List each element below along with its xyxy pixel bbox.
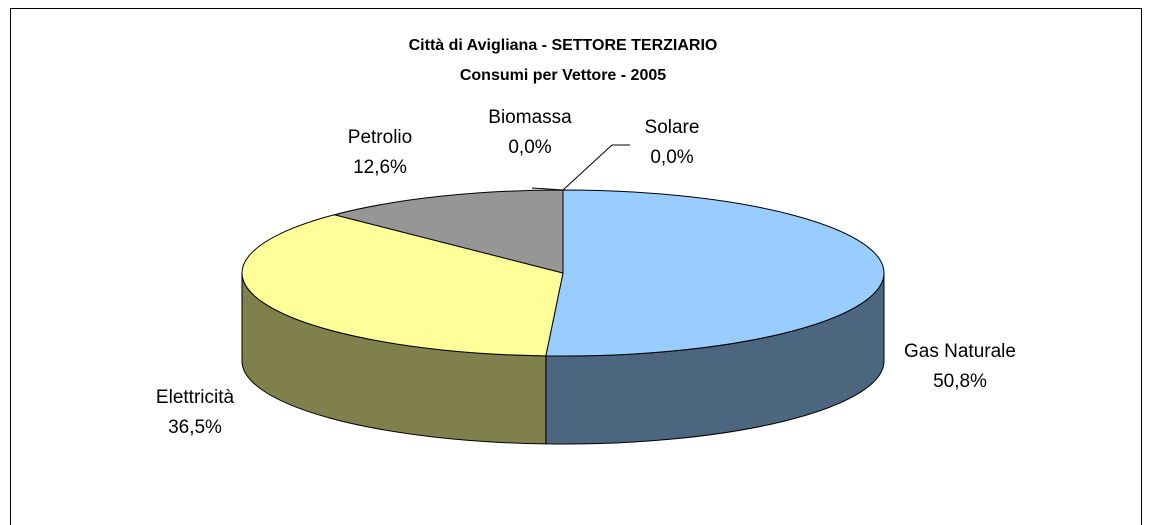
slice-value-label: 0,0% (508, 137, 551, 158)
chart-title: Città di Avigliana - SETTORE TERZIARIO (409, 37, 718, 54)
slice-value-label: 36,5% (168, 417, 222, 438)
slice (332, 189, 564, 274)
slice (545, 189, 885, 357)
slice-value-label: 50,8% (933, 371, 987, 392)
slice-label: Gas Naturale (904, 341, 1016, 362)
slice-label: Petrolio (348, 127, 412, 148)
slice (241, 214, 564, 357)
slice-label: Biomassa (488, 107, 572, 128)
chart-subtitle: Consumi per Vettore - 2005 (460, 67, 666, 84)
slice-value-label: 0,0% (650, 147, 693, 168)
slice-value-label: 12,6% (353, 157, 407, 178)
leader-line (562, 144, 630, 191)
slice-label: Solare (645, 117, 700, 138)
slice-label: Elettricità (156, 387, 235, 408)
